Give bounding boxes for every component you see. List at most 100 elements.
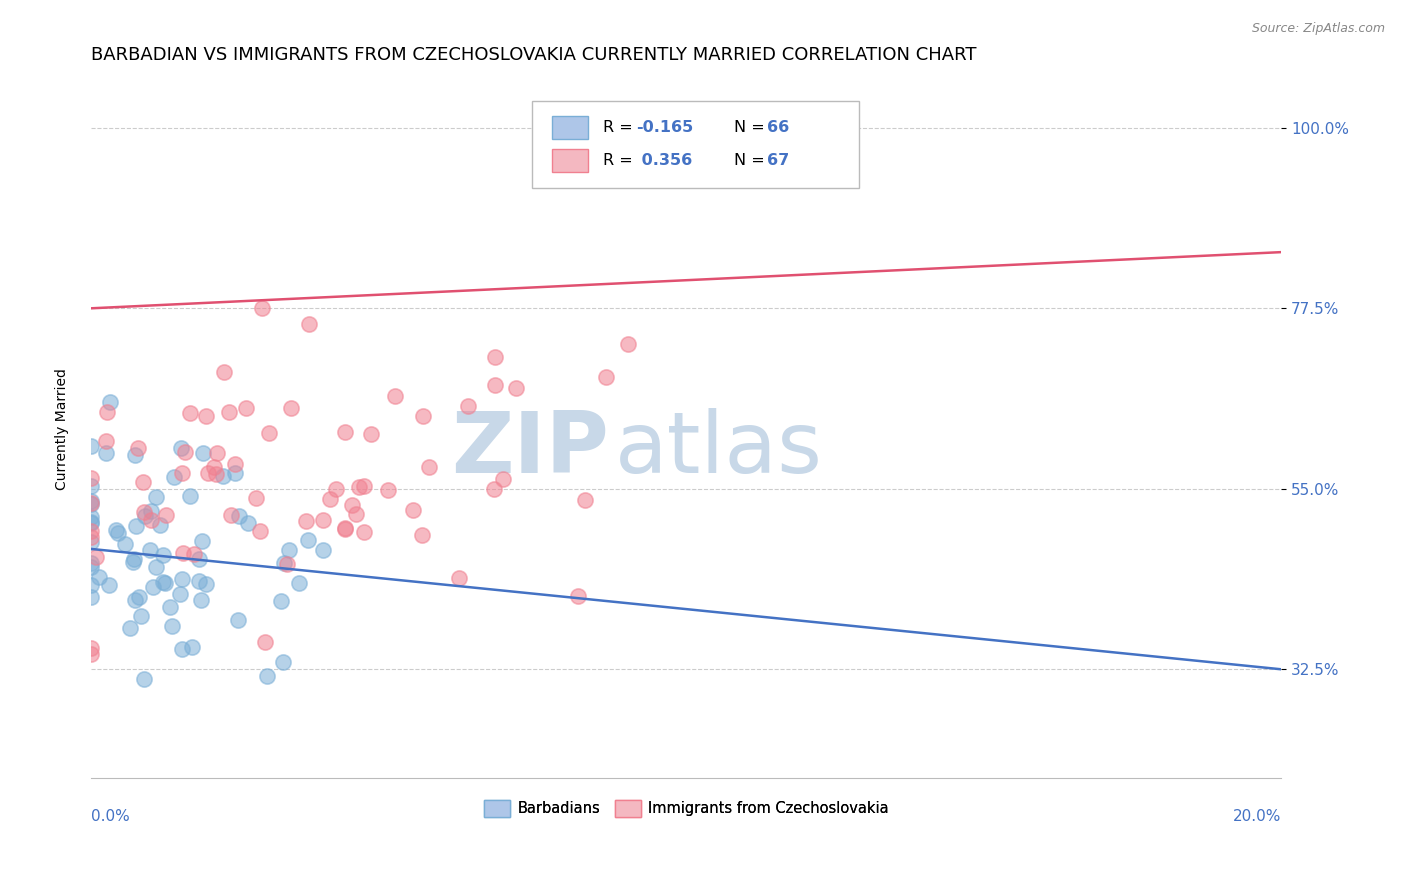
Point <box>335 522 357 536</box>
Legend: Barbadians, Immigrants from Czechoslovakia: Barbadians, Immigrants from Czechoslovak… <box>478 794 894 822</box>
Point <box>131 475 153 489</box>
Point <box>312 513 335 527</box>
Point <box>187 574 209 589</box>
Point <box>179 489 201 503</box>
Point <box>353 524 375 539</box>
Text: atlas: atlas <box>614 408 823 491</box>
Point <box>152 548 174 562</box>
Point <box>80 509 103 524</box>
Point <box>183 547 205 561</box>
Point <box>187 552 209 566</box>
Point <box>190 593 212 607</box>
Point <box>344 507 367 521</box>
Point <box>312 542 335 557</box>
Point <box>129 609 152 624</box>
Point <box>163 470 186 484</box>
Point <box>170 467 193 481</box>
Point <box>118 621 141 635</box>
Text: 67: 67 <box>768 153 789 168</box>
Point <box>204 459 226 474</box>
Point <box>107 526 129 541</box>
Point <box>139 543 162 558</box>
Point <box>235 401 257 415</box>
Point <box>224 457 246 471</box>
Point <box>228 509 250 524</box>
Point <box>484 378 506 392</box>
Text: N =: N = <box>734 120 769 135</box>
Point <box>124 448 146 462</box>
Text: R =: R = <box>603 153 638 168</box>
Point <box>418 459 440 474</box>
Point <box>219 508 242 522</box>
Point <box>80 591 103 605</box>
Point <box>169 587 191 601</box>
Point <box>377 483 399 498</box>
Point <box>170 641 193 656</box>
Point <box>139 504 162 518</box>
Point <box>98 395 121 409</box>
Point <box>134 508 156 523</box>
Point <box>172 546 194 560</box>
Point <box>134 672 156 686</box>
Point <box>80 516 103 530</box>
Point <box>125 518 148 533</box>
Point <box>347 480 370 494</box>
Point <box>325 483 347 497</box>
Text: N =: N = <box>734 153 769 168</box>
Point <box>172 572 194 586</box>
Point <box>122 552 145 566</box>
Point <box>80 471 103 485</box>
Point <box>482 483 505 497</box>
Point <box>449 571 471 585</box>
Point <box>505 381 527 395</box>
FancyBboxPatch shape <box>551 116 588 139</box>
Point <box>96 405 118 419</box>
Point <box>194 409 217 423</box>
Point <box>298 317 321 331</box>
Point <box>180 640 202 654</box>
Text: Source: ZipAtlas.com: Source: ZipAtlas.com <box>1251 22 1385 36</box>
Point <box>80 479 103 493</box>
Point <box>193 446 215 460</box>
Point <box>152 574 174 589</box>
Point <box>288 575 311 590</box>
Text: 0.0%: 0.0% <box>91 809 131 824</box>
Point <box>80 535 103 549</box>
Text: R =: R = <box>603 120 638 135</box>
Point <box>211 469 233 483</box>
Point <box>141 513 163 527</box>
Point <box>567 589 589 603</box>
Point <box>595 369 617 384</box>
Point <box>89 570 111 584</box>
Point <box>205 446 228 460</box>
Point <box>127 441 149 455</box>
Point <box>80 640 103 655</box>
Point <box>80 556 103 570</box>
FancyBboxPatch shape <box>551 150 588 172</box>
Point <box>194 576 217 591</box>
Point <box>98 578 121 592</box>
Point <box>412 409 434 424</box>
Point <box>155 508 177 522</box>
Point <box>270 594 292 608</box>
Point <box>104 523 127 537</box>
Text: 0.356: 0.356 <box>637 153 693 168</box>
Text: 66: 66 <box>768 120 789 135</box>
Point <box>142 580 165 594</box>
Point <box>148 518 170 533</box>
Point <box>205 467 228 481</box>
Point <box>295 514 318 528</box>
Point <box>384 389 406 403</box>
Point <box>212 365 235 379</box>
Point <box>224 466 246 480</box>
Point <box>277 542 299 557</box>
Point <box>160 619 183 633</box>
Point <box>145 490 167 504</box>
Point <box>170 441 193 455</box>
Point <box>114 537 136 551</box>
Point <box>122 555 145 569</box>
Point <box>96 446 118 460</box>
Point <box>333 521 356 535</box>
Point <box>145 559 167 574</box>
Point <box>353 478 375 492</box>
